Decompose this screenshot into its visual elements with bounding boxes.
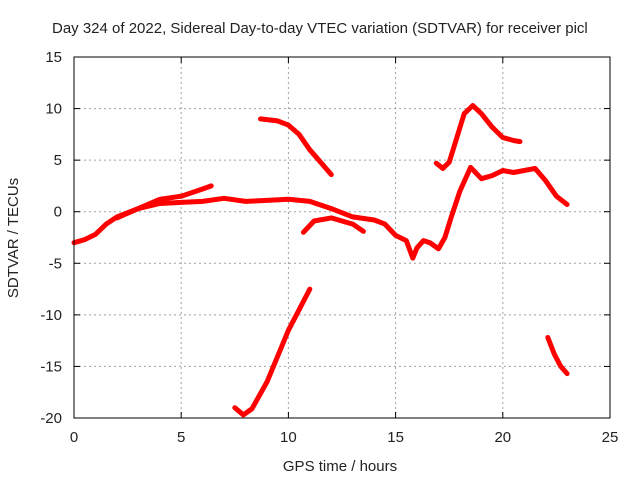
series-line-track-2	[114, 183, 214, 221]
series-line-track-1	[71, 164, 570, 261]
y-tick-label: 5	[54, 152, 62, 169]
series-line-track-4	[300, 215, 366, 235]
y-tick-label: -5	[49, 255, 62, 272]
y-tick-label: -10	[40, 307, 62, 324]
x-tick-label: 20	[494, 429, 511, 446]
series-line-track-5	[232, 286, 313, 418]
grid-lines	[74, 57, 610, 418]
plot-frame	[73, 56, 611, 419]
series-group	[71, 103, 570, 418]
y-tick-label: -15	[40, 358, 62, 375]
x-tick-label: 10	[280, 429, 297, 446]
y-tick-label: 0	[54, 204, 62, 221]
y-tick-label: -20	[40, 410, 62, 427]
x-tick-label: 5	[177, 429, 185, 446]
x-tick-label: 0	[70, 429, 78, 446]
series-line-track-7	[545, 335, 570, 377]
x-tick-label: 25	[602, 429, 619, 446]
chart-title: Day 324 of 2022, Sidereal Day-to-day VTE…	[52, 20, 588, 37]
y-tick-label: 10	[45, 101, 62, 118]
x-axis-label: GPS time / hours	[283, 458, 397, 475]
x-tick-label: 15	[387, 429, 404, 446]
series-line-track-3	[258, 116, 334, 178]
series-line-track-6	[433, 103, 523, 171]
y-axis-label: SDTVAR / TECUs	[5, 178, 22, 298]
y-tick-label: 15	[45, 49, 62, 66]
